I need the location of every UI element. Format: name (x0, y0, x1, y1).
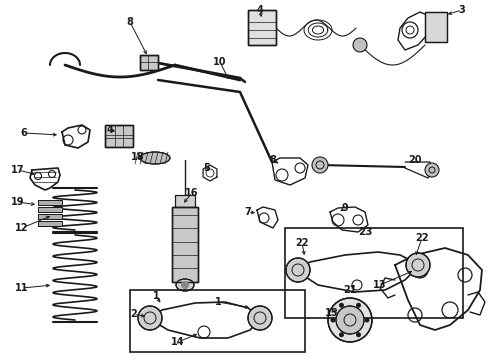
Bar (38, 207, 62, 212)
Bar (38, 207, 62, 212)
Ellipse shape (176, 279, 194, 291)
Text: 4: 4 (107, 125, 113, 135)
Bar (140, 55, 158, 70)
Text: 17: 17 (11, 165, 25, 175)
Circle shape (138, 306, 162, 330)
Circle shape (365, 318, 369, 323)
Text: 15: 15 (325, 308, 339, 318)
Text: 5: 5 (204, 163, 210, 173)
Circle shape (356, 303, 361, 308)
Bar (38, 221, 62, 226)
Text: 21: 21 (343, 285, 357, 295)
Bar (425, 12, 447, 42)
Text: 19: 19 (11, 197, 25, 207)
Text: 14: 14 (171, 337, 185, 347)
Circle shape (339, 332, 344, 337)
Bar (425, 12, 447, 42)
Bar (38, 200, 62, 205)
Circle shape (181, 281, 189, 289)
Circle shape (425, 163, 439, 177)
Bar (172, 207, 198, 282)
Bar (105, 125, 133, 147)
Text: 2: 2 (131, 309, 137, 319)
Text: 11: 11 (15, 283, 29, 293)
Bar (285, 228, 463, 318)
Text: 12: 12 (15, 223, 29, 233)
Bar (175, 195, 195, 207)
Bar (38, 221, 62, 226)
Circle shape (286, 258, 310, 282)
Text: 1: 1 (215, 297, 221, 307)
Circle shape (312, 157, 328, 173)
Text: 8: 8 (270, 155, 276, 165)
Text: 3: 3 (459, 5, 466, 15)
Bar (175, 195, 195, 207)
Bar (38, 214, 62, 219)
Text: 1: 1 (152, 291, 159, 301)
Text: 20: 20 (408, 155, 422, 165)
Circle shape (336, 306, 364, 334)
Text: 22: 22 (415, 233, 429, 243)
Text: 22: 22 (295, 238, 309, 248)
Text: 7: 7 (245, 207, 251, 217)
Circle shape (328, 298, 372, 342)
Text: 6: 6 (21, 128, 27, 138)
Bar (248, 10, 276, 45)
Bar (248, 10, 276, 45)
Circle shape (330, 318, 336, 323)
Text: 10: 10 (213, 57, 227, 67)
Circle shape (356, 332, 361, 337)
Circle shape (353, 38, 367, 52)
Text: 8: 8 (126, 17, 133, 27)
Circle shape (248, 306, 272, 330)
Circle shape (339, 303, 344, 308)
Bar (105, 125, 133, 147)
Bar (172, 207, 198, 282)
Text: 4: 4 (257, 5, 264, 15)
Bar (140, 55, 158, 70)
Circle shape (406, 253, 430, 277)
Bar (130, 290, 305, 352)
Text: 16: 16 (185, 188, 199, 198)
Text: 13: 13 (373, 280, 387, 290)
Bar (38, 200, 62, 205)
Text: 23: 23 (358, 227, 372, 237)
Text: 9: 9 (342, 203, 348, 213)
Ellipse shape (140, 152, 170, 164)
Text: 18: 18 (131, 152, 145, 162)
Bar (38, 214, 62, 219)
